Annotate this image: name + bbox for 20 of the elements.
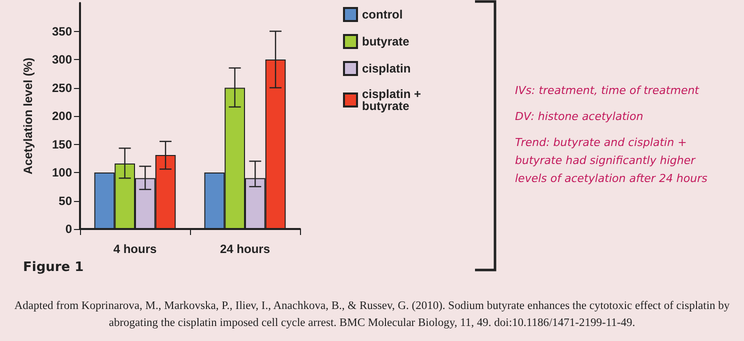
y-tick-label: 150: [52, 137, 72, 152]
y-tick-label: 200: [52, 109, 72, 123]
y-tick-label: 100: [52, 166, 72, 180]
y-tick-label: 350: [52, 24, 72, 38]
text: Figure 1: [23, 260, 84, 275]
y-axis-title: Acetylation level (%): [21, 58, 35, 174]
y-tick-label: 250: [52, 80, 72, 95]
legend-label: butyrate: [362, 34, 410, 48]
y-tick-label: 300: [52, 52, 72, 66]
text: IVs: treatment, time of treatment: [515, 83, 700, 99]
x-tick-label: 24 hours: [220, 242, 270, 256]
y-tick-label: 50: [58, 194, 72, 208]
text: DV: histone acetylation: [515, 109, 644, 125]
x-tick-label: 4 hours: [113, 242, 157, 256]
legend-label: control: [362, 8, 403, 22]
text: Adapted from Koprinarova, M., Markovska, P., Iliev, I., Anachkova, B., & Russev, G. (2010). Sodium butyrate enhances the cytotoxic effect of cisplatin by abrogating the cisplatin imposed cell cycle arrest. BMC Molecular Biology, 11, 49. doi:10.1186/1471-2199-11-49.: [13, 299, 731, 331]
legend-label: cisplatin + butyrate: [362, 87, 424, 113]
text: Trend: butyrate and cisplatin + butyrate had significantly higher levels of acetylation after 24 hours: [515, 135, 708, 187]
y-tick-label: 0: [65, 222, 72, 236]
legend-label: cisplatin: [362, 62, 411, 76]
